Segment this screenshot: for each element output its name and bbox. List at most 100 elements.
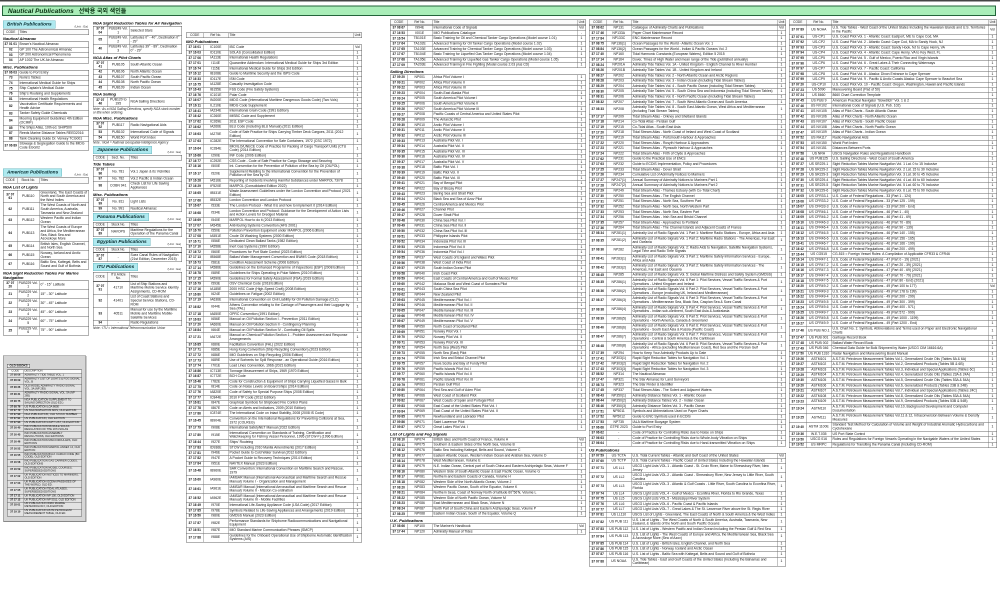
cell: 1 <box>780 325 783 330</box>
cell: 1 <box>991 305 994 310</box>
table-row: 37 08 37 NP286(3) Admiralty List of Radio … <box>589 296 786 306</box>
cell: 1 <box>580 107 583 111</box>
cell: 24 <box>4 317 18 326</box>
table-row: 37 08 13 NP077 Eastern Atlantic Ocean, Wes… <box>390 453 586 459</box>
table-row: 37 16 50 I980E GMDSS Manual (2023 Edition)… <box>186 513 362 519</box>
cell: NP071 <box>408 419 433 425</box>
cell: 1 <box>780 484 783 489</box>
cell: 37 17 18 <box>187 311 204 317</box>
cell: ASTM102 <box>807 362 832 367</box>
cell: 37 16 62 <box>187 124 204 130</box>
cell: 1 <box>991 178 994 182</box>
table-row: 37 09 59 NP041 East Coasts of Central Amer… <box>390 276 586 282</box>
cell: China Sea Pilot Vol. II <box>433 223 578 229</box>
cell: 1 <box>356 244 359 249</box>
cell: ISM Code <box>229 76 354 82</box>
cell: 37 07 76 <box>590 501 607 507</box>
cell: 1 <box>356 109 359 113</box>
table-row: 54 PUB150 World Port Index <box>93 135 182 141</box>
cell: US PUB 9 <box>807 98 832 104</box>
cell: 1 <box>356 363 359 368</box>
cell: Nova Scotia and Bay of Fundy Pilot <box>433 361 578 367</box>
table-row: 37 16 77 IC292E CSS Code - Code of Safe Pr… <box>186 158 362 165</box>
cell: 37 09 66 <box>391 313 408 319</box>
table-row: 37 07 41 US NV105 Atlas of Pilot Charts - … <box>789 108 997 115</box>
cell: 37 16 13 <box>790 236 807 242</box>
cell: Admiralty List of Radio Signals Vol. 3 P… <box>632 263 778 273</box>
cell: NP133A <box>607 30 632 36</box>
cell: 1 <box>356 179 359 183</box>
cell: South America Pilot Volume II <box>433 101 578 107</box>
cell: 37 09 74 <box>391 356 408 361</box>
cell: 37 17 48 <box>790 340 807 346</box>
cell: 1 <box>356 164 359 169</box>
cell: 37 08 13 <box>391 453 408 459</box>
cell: World Port Index <box>130 135 156 140</box>
section-subheader: Nautical Almanac <box>3 36 37 42</box>
cell: 37 08 48 <box>590 341 607 351</box>
cell: 1 <box>991 135 994 140</box>
cell: Guidelines on Fatigue (2002 Edition) <box>229 292 354 298</box>
cell: 21 <box>4 289 18 299</box>
cell: ID936E <box>204 445 229 451</box>
cell: 37 07 31 <box>790 183 807 189</box>
table-row: 37 17 39 NP294 How to Keep Your Admiralty … <box>589 350 786 357</box>
cell: South Pacific Ocean <box>130 75 162 79</box>
cell: 37 09 59 <box>391 276 408 282</box>
cell: 37 17 42 <box>590 361 607 367</box>
cell: Ballast Water Management Convention and … <box>229 255 354 260</box>
cell: 37 19 28 <box>790 367 807 373</box>
cell: NP081 <box>408 474 433 480</box>
section-header: Panama Publications <box>93 212 149 221</box>
table-row: 37 08 06 ADMIRALTY TIDE TABLE VOL. 1 <box>7 374 82 378</box>
cell: 1 <box>580 102 583 106</box>
unit-note: (Unit : Ea) <box>167 151 181 155</box>
cell: 37 16 70 <box>187 228 204 234</box>
cell: I980E <box>204 513 229 519</box>
cell: US Port State Control <box>832 431 989 437</box>
cell: 37 17 36 <box>590 225 607 231</box>
cell: 74 <box>4 80 19 86</box>
cell: US-CP1 <box>807 34 832 40</box>
cell: 1 <box>991 72 994 76</box>
cell: IBC Code <box>229 45 354 50</box>
cell: 37 09 30 <box>391 122 408 128</box>
cell: NP136(1) <box>607 41 632 47</box>
table-row: 37 17 48 US PUB 002 Ballast Water Record B… <box>789 340 997 347</box>
cell: Paper Chart Maintenance Record <box>632 30 778 36</box>
table-row: 37 17 03 UK PUBLICATION OCEAN PASSAGES OF… <box>7 480 82 488</box>
cell: Manual for use by the Maritime Mobile an… <box>130 308 178 320</box>
cell: IMO PUBLICATION BULK CARGO CODE (BC CODE… <box>24 452 80 459</box>
cell: NP251 <box>607 199 632 204</box>
table-body: 37 08 62 NP131 Catalogue of Admiralty Char… <box>589 25 786 447</box>
cell: CSS Code - Code of Safe Practice for Car… <box>229 158 354 164</box>
cell: U.S. Tidal Current Tables - Atlantic and… <box>632 453 778 459</box>
cell: No. 991 <box>108 206 130 212</box>
table-row: 37 17 46 NP133A Paper Chart Maintenance Re… <box>589 30 786 37</box>
cell: Facilitation Convention (FAL) (2022 Edit… <box>229 342 354 348</box>
cell: 37 09 61 <box>391 287 408 293</box>
table-row: 37 08 46 NP350(3) Admiralty Distance Table… <box>589 403 786 410</box>
cell: Australia Pilot Vol. I <box>433 138 578 144</box>
cell: 1 <box>356 114 359 119</box>
cell: Guidelines for Formal Safety Assessment … <box>229 276 354 282</box>
cell: Arctic Pilot Volume III <box>433 133 578 139</box>
cell: US SR229-3 <box>807 172 832 178</box>
cell: Admiralty List of Radio Signals Vol. 6 P… <box>632 341 778 351</box>
cell: 1 <box>991 120 994 124</box>
table-row: 37 09 43 NP023 Bering Sea and Strait Pilot… <box>390 191 586 198</box>
table-row: 37 07 30 US SR229-4 Sight Reduction Tables… <box>789 177 997 184</box>
cell: NP064 <box>408 388 433 393</box>
cell: 37 09 22 <box>391 85 408 91</box>
cell: Admiralty List of Radio Signals Vol. 3 P… <box>632 254 778 264</box>
cell: 37 07 52 <box>94 121 108 130</box>
cell: 37 16 26 <box>790 315 807 321</box>
cell: NP042 <box>408 281 433 287</box>
cell: US NV106 <box>807 114 832 120</box>
cell: U.S. Coast Pilot Vol. 8 - Alaska: Dixon … <box>832 71 989 77</box>
cell: NP057 <box>408 361 433 367</box>
cell: US SR229-5 <box>807 183 832 189</box>
cell: Dedicated Clean Ballast Tanks (1982 Edit… <box>229 239 354 244</box>
cell: 37 07 45 <box>790 98 807 104</box>
cell: NP067 <box>408 398 433 404</box>
